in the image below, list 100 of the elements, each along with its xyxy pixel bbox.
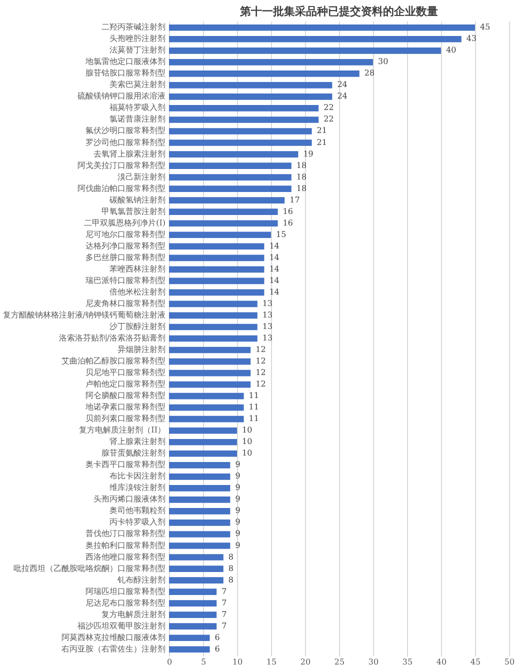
y-tick-label: 丙卡特罗吸入剂 (110, 518, 166, 527)
bar (169, 254, 264, 262)
x-tick-label: 10 (232, 658, 243, 666)
bar (169, 220, 278, 227)
y-tick-label: 法莫替丁注射剂 (110, 46, 166, 55)
y-tick-label: 尼麦角林口服常释剂型 (86, 298, 166, 308)
data-label: 14 (269, 276, 280, 285)
data-label: 12 (256, 380, 266, 389)
y-tick-label: 复方电解质注射剂（II） (79, 426, 166, 435)
y-tick-label: 艾曲泊帕乙醇胺口服常释剂型 (62, 356, 166, 366)
data-label: 18 (296, 172, 307, 182)
bar (169, 243, 264, 250)
bar (169, 174, 292, 180)
data-label: 17 (290, 195, 300, 204)
y-tick-label: 贝尼地平口服常释剂型 (86, 368, 166, 378)
data-label: 11 (248, 402, 259, 412)
x-tick-label: 50 (504, 658, 515, 666)
data-label: 9 (235, 483, 240, 492)
bar (169, 151, 298, 158)
data-label: 9 (235, 529, 240, 538)
y-tick-label: 氟伏沙明口服常释剂型 (86, 126, 166, 136)
y-tick-label: 瑞巴派特口服常释剂型 (86, 276, 166, 285)
y-tick-label: 氯诺昔康注射剂 (110, 114, 166, 124)
y-tick-label: 二羟丙茶碱注射剂 (102, 22, 166, 32)
bar (169, 70, 360, 77)
y-tick-label: 西洛他唑口服常释剂型 (86, 552, 166, 562)
bar (169, 404, 244, 411)
bar (169, 392, 244, 400)
data-label: 21 (316, 138, 327, 147)
x-tick-label: 25 (334, 658, 345, 666)
bar (169, 162, 292, 169)
y-tick-label: 倍他米松注射剂 (110, 287, 166, 296)
data-label: 10 (242, 437, 252, 446)
bar (169, 450, 237, 457)
y-tick-label: 去氧肾上腺素注射剂 (94, 149, 166, 158)
data-label: 11 (248, 414, 259, 424)
bar (169, 370, 251, 376)
data-label: 6 (214, 632, 220, 642)
bar (169, 266, 264, 273)
data-label: 8 (228, 552, 234, 562)
y-tick-label: 达格列净口服常释剂型 (86, 241, 166, 250)
bar (169, 634, 210, 642)
bar (169, 427, 237, 434)
data-label: 12 (256, 345, 266, 354)
data-label: 12 (256, 368, 266, 378)
data-label: 22 (324, 114, 334, 124)
data-label: 16 (282, 218, 293, 228)
data-label: 10 (242, 448, 252, 458)
bar (169, 24, 475, 31)
data-label: 14 (269, 287, 280, 296)
data-label: 13 (262, 322, 273, 331)
data-label: 18 (296, 160, 307, 170)
x-tick-label: 20 (300, 658, 311, 666)
bar (169, 140, 312, 146)
bar (169, 105, 319, 112)
y-tick-label: 阿戈美拉汀口服常释剂型 (78, 160, 166, 170)
y-tick-label: 复方电解质注射剂 (102, 610, 166, 619)
y-tick-label: 普伐他汀口服常释剂型 (86, 529, 166, 538)
y-tick-label: 阿莫西林克拉维酸口服液体剂 (62, 632, 166, 642)
bar (169, 381, 251, 388)
data-label: 13 (262, 298, 273, 308)
data-label: 24 (337, 80, 348, 90)
y-tick-label: 奥司他韦颗粒剂 (110, 506, 166, 516)
data-label: 43 (466, 34, 477, 44)
data-label: 9 (235, 506, 240, 516)
bar (169, 358, 251, 365)
y-tick-label: 地诺孕素口服常释剂型 (84, 402, 166, 412)
bar (169, 312, 258, 319)
bar (169, 197, 285, 204)
x-tick-label: 30 (368, 658, 379, 666)
data-label: 9 (235, 540, 240, 550)
y-tick-label: 腺苷钴胺口服常释剂型 (86, 68, 166, 78)
bar (169, 346, 251, 354)
bar (169, 335, 258, 342)
x-tick-label: 15 (266, 658, 277, 666)
bar (169, 289, 264, 296)
x-tick-label: 0 (166, 658, 172, 666)
data-label: 9 (235, 472, 240, 481)
bar (169, 520, 230, 526)
y-tick-label: 阿瑞匹坦口服常释剂型 (86, 586, 166, 596)
y-tick-label: 碳酸氢钠注射剂 (108, 195, 166, 204)
x-tick-label: 40 (436, 658, 447, 666)
data-label: 16 (282, 206, 293, 216)
bar (169, 82, 332, 88)
y-tick-label: 沙丁胺醇注射剂 (110, 322, 166, 331)
bar (169, 496, 230, 503)
data-label: 14 (269, 252, 280, 262)
data-label: 8 (228, 575, 234, 584)
y-tick-label: 奥卡西平口服常释剂型 (86, 460, 166, 470)
y-tick-label: 贝前列素口服常释剂型 (86, 414, 166, 424)
data-label: 10 (242, 426, 252, 435)
data-label: 40 (446, 46, 456, 55)
bar (169, 566, 224, 572)
y-tick-label: 美索巴莫注射剂 (110, 80, 166, 90)
data-label: 19 (303, 149, 314, 158)
y-tick-label: 尼达尼布口服常释剂型 (86, 598, 166, 608)
bar (169, 128, 312, 134)
bar (169, 542, 230, 549)
data-label: 9 (235, 460, 240, 470)
bar (169, 474, 230, 480)
